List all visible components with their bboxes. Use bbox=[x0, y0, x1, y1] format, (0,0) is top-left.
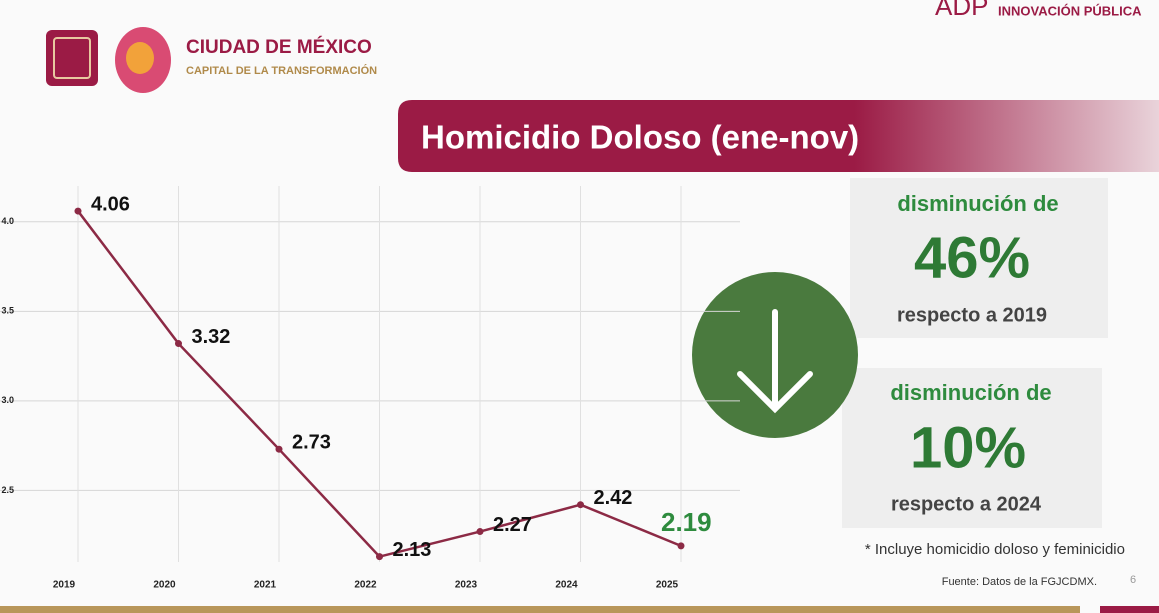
highlight-lead: disminución de bbox=[890, 380, 1051, 405]
x-tick-label: 2023 bbox=[455, 580, 478, 591]
tagline: CAPITAL DE LA TRANSFORMACIÓN bbox=[186, 64, 377, 77]
highlight-value: 10% bbox=[910, 415, 1026, 480]
y-tick-label: 2.5 bbox=[1, 485, 14, 495]
value-label: 4.06 bbox=[91, 193, 130, 215]
data-point bbox=[74, 207, 82, 215]
x-tick-label: 2022 bbox=[354, 580, 377, 591]
data-point bbox=[175, 340, 182, 348]
highlight-reference: respecto a 2019 bbox=[897, 304, 1047, 326]
down-arrow bbox=[737, 309, 813, 414]
plot: 2.5 3.0 3.5 4.0 2019 2020 2021 2022 2023 2024 2025… bbox=[0, 186, 740, 591]
title-banner bbox=[398, 100, 1159, 172]
x-tick-label: 2021 bbox=[254, 580, 277, 591]
highlight-value: 46% bbox=[914, 225, 1030, 290]
value-label: 2.13 bbox=[393, 539, 432, 561]
highlight-reference: respecto a 2024 bbox=[891, 493, 1042, 515]
coat-of-arms bbox=[46, 30, 98, 86]
note: * Incluye homicidio doloso y feminicidio bbox=[865, 541, 1125, 558]
x-tick-label: 2019 bbox=[53, 580, 76, 591]
value-label: 2.19 bbox=[661, 507, 712, 537]
y-tick-label: 4.0 bbox=[1, 216, 14, 226]
value-label: 2.27 bbox=[493, 514, 532, 536]
value-label: 2.73 bbox=[292, 431, 331, 453]
x-tick-label: 2020 bbox=[153, 580, 176, 591]
highlight-box bbox=[842, 368, 1102, 528]
value-label: 2.42 bbox=[594, 487, 633, 509]
footer-bar bbox=[0, 606, 1080, 613]
source: Fuente: Datos de la FGJCDMX. bbox=[942, 576, 1097, 588]
value-label: 3.32 bbox=[192, 326, 231, 348]
agency-logo: ADP bbox=[935, 0, 988, 21]
footer-accent bbox=[1100, 606, 1159, 613]
data-point bbox=[376, 553, 383, 561]
data-point bbox=[275, 445, 283, 453]
x-tick-label: 2024 bbox=[555, 580, 578, 591]
page-number: 6 bbox=[1130, 574, 1136, 586]
brand: CIUDAD DE MÉXICO bbox=[186, 36, 372, 58]
coat-of-arms-detail bbox=[53, 37, 91, 79]
data-point bbox=[577, 501, 584, 509]
y-tick-label: 3.0 bbox=[1, 395, 14, 405]
y-tick-label: 3.5 bbox=[1, 306, 14, 316]
data-point bbox=[476, 528, 484, 536]
highlight-lead: disminución de bbox=[897, 191, 1058, 216]
city-logo-detail bbox=[126, 42, 154, 74]
x-tick-label: 2025 bbox=[656, 580, 679, 591]
agency: INNOVACIÓN PÚBLICA bbox=[998, 3, 1142, 18]
data-point bbox=[677, 542, 685, 550]
chart-title: Homicidio Doloso (ene-nov) bbox=[421, 119, 859, 156]
highlight-box bbox=[850, 178, 1108, 338]
